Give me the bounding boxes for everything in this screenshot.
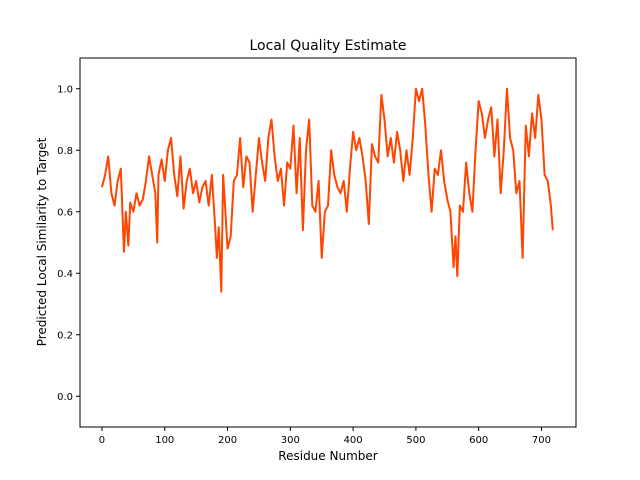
y-tick-label: 0.4: [57, 269, 73, 280]
x-tick-label: 200: [218, 435, 237, 446]
plot-frame: [79, 57, 577, 428]
series-line: [101, 87, 554, 293]
axis-ticks: 0 100 200 300 400 500 600 700 0.0 0.2 0.4 0.6 0.8 1.0: [57, 84, 551, 446]
y-tick-label: 0.0: [57, 392, 73, 403]
y-tick-label: 1.0: [57, 84, 73, 95]
series-layer: [101, 87, 554, 293]
y-tick-label: 0.8: [57, 146, 73, 157]
x-tick-label: 0: [99, 435, 105, 446]
x-tick-label: 300: [281, 435, 300, 446]
x-axis-label: Residue Number: [278, 449, 377, 463]
x-tick-label: 500: [406, 435, 425, 446]
y-tick-label: 0.6: [57, 207, 73, 218]
y-tick-label: 0.2: [57, 330, 73, 341]
x-tick-label: 100: [155, 435, 174, 446]
x-tick-label: 600: [469, 435, 488, 446]
y-axis-label: Predicted Local Similarity to Target: [35, 137, 49, 346]
chart-title: Local Quality Estimate: [249, 38, 406, 54]
x-tick-label: 400: [344, 435, 363, 446]
x-tick-label: 700: [532, 435, 551, 446]
